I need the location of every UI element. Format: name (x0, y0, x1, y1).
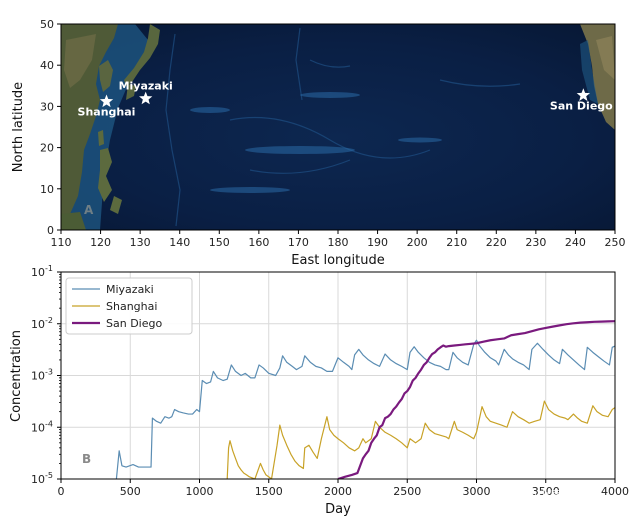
panel-label-a: A (84, 203, 94, 217)
map-markers: Shanghai Miyazaki San Diego (78, 80, 614, 119)
map-x-tick-label: 130 (130, 236, 151, 249)
plot-x-tick-label: 3000 (463, 485, 491, 498)
map-y-tick-label: 30 (40, 100, 54, 113)
map-x-tick-label: 190 (367, 236, 388, 249)
plot-x-tick-label: 2000 (324, 485, 352, 498)
map-x-tick-label: 200 (407, 236, 428, 249)
legend: Miyazaki Shanghai San Diego (65, 277, 193, 335)
plot-y-tick-label: 10-4 (31, 419, 53, 434)
map-panel: 110 120 130 140 150 160 170 180 190 200 210 220 230 2… (11, 18, 626, 268)
plot-x-tick-label: 1000 (186, 485, 214, 498)
map-x-tick-label: 120 (90, 236, 111, 249)
panel-label-b: B (82, 452, 91, 466)
plot-x-tick-label: 2500 (393, 485, 421, 498)
plot-x-tick-label: 1500 (255, 485, 283, 498)
map-ticks: 110 120 130 140 150 160 170 180 190 200 210 220 230 2… (40, 18, 626, 249)
map-y-tick-label: 50 (40, 18, 54, 31)
plot-ticks: 0 500 1000 1500 2000 2500 3000 3500 4000 10-5 10-4… (31, 264, 629, 498)
city-label-shanghai: Shanghai (78, 105, 136, 118)
series-line-miyazaki (115, 339, 615, 479)
map-x-tick-label: 160 (248, 236, 269, 249)
map-x-tick-label: 230 (525, 236, 546, 249)
map-x-tick-label: 140 (169, 236, 190, 249)
map-x-tick-label: 150 (209, 236, 230, 249)
plot-x-tick-label: 500 (120, 485, 141, 498)
map-y-axis-label: North latitude (11, 82, 26, 172)
map-x-tick-label: 210 (446, 236, 467, 249)
star-marker-san-diego (576, 88, 590, 101)
series-line-san-diego (337, 320, 615, 479)
plot-y-tick-label: 10-1 (31, 264, 53, 279)
map-y-tick-label: 0 (47, 224, 54, 237)
map-x-axis-label: East longitude (291, 253, 384, 268)
legend-label-miyazaki: Miyazaki (106, 283, 154, 296)
map-x-tick-label: 240 (565, 236, 586, 249)
plot-y-tick-label: 10-2 (31, 316, 53, 331)
plot-x-tick-label: 0 (58, 485, 65, 498)
map-x-tick-label: 110 (51, 236, 72, 249)
legend-box (65, 277, 193, 335)
city-label-san-diego: San Diego (550, 99, 613, 112)
map-y-tick-label: 10 (40, 183, 54, 196)
legend-label-shanghai: Shanghai (106, 300, 157, 313)
map-x-tick-label: 250 (605, 236, 626, 249)
city-label-miyazaki: Miyazaki (119, 80, 173, 93)
plot-x-tick-label: 3500 (532, 485, 560, 498)
map-background (61, 24, 615, 230)
legend-label-san-diego: San Diego (106, 317, 162, 330)
plot-y-axis-label: Concentration (9, 330, 24, 422)
watermark: @小康杂志社 (524, 488, 602, 504)
map-x-tick-label: 170 (288, 236, 309, 249)
map-x-tick-label: 180 (328, 236, 349, 249)
plot-x-tick-label: 4000 (601, 485, 629, 498)
plot-y-tick-label: 10-5 (31, 471, 53, 486)
star-marker-miyazaki (139, 91, 153, 105)
star-marker-shanghai (99, 94, 114, 108)
map-y-tick-label: 20 (40, 142, 54, 155)
plot-y-tick-label: 10-3 (31, 368, 53, 383)
map-y-tick-label: 40 (40, 59, 54, 72)
map-x-tick-label: 220 (486, 236, 507, 249)
concentration-panel: 0 500 1000 1500 2000 2500 3000 3500 4000 10-5 10-4… (9, 264, 629, 517)
plot-x-axis-label: Day (325, 502, 351, 517)
